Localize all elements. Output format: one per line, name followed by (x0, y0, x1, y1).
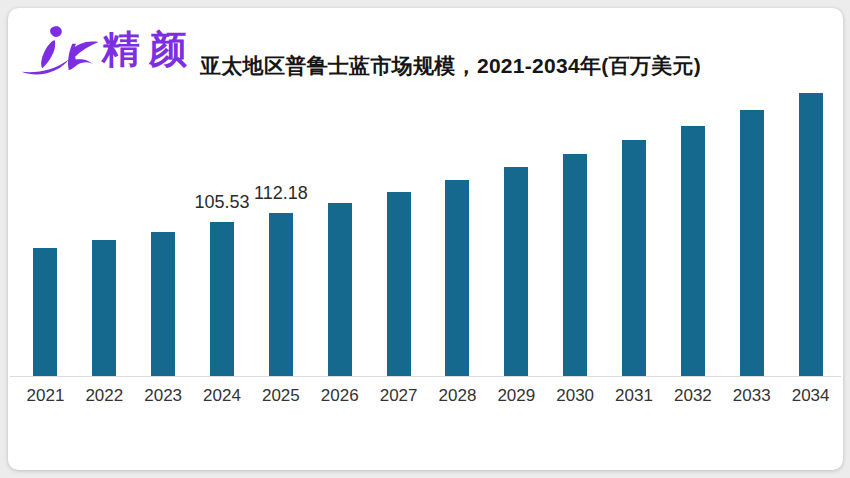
x-axis-label: 2033 (722, 386, 781, 406)
x-axis-label: 2032 (663, 386, 722, 406)
x-axis-label: 2025 (251, 386, 310, 406)
x-axis-label: 2024 (193, 386, 252, 406)
bar-column-2028 (428, 88, 487, 376)
bar (33, 248, 57, 376)
x-axis: 2021202220232024202520262027202820292030… (16, 386, 840, 406)
bar-column-2022 (75, 88, 134, 376)
bar-column-2025: 112.18 (251, 88, 310, 376)
brand-logo: 精颜 (18, 20, 196, 78)
bar (504, 167, 528, 376)
bar-column-2024: 105.53 (193, 88, 252, 376)
bar-column-2030 (546, 88, 605, 376)
x-axis-label: 2026 (310, 386, 369, 406)
x-axis-label: 2028 (428, 386, 487, 406)
bar-value-label: 105.53 (194, 192, 249, 213)
bar (92, 240, 116, 376)
bar (799, 93, 823, 376)
bar-column-2032 (663, 88, 722, 376)
jc-figure-swoosh-icon (18, 20, 102, 78)
bar-column-2027 (369, 88, 428, 376)
x-axis-label: 2034 (781, 386, 840, 406)
x-axis-label: 2021 (16, 386, 75, 406)
bar (445, 180, 469, 376)
bar (622, 140, 646, 376)
bar (563, 154, 587, 376)
x-axis-label: 2023 (134, 386, 193, 406)
x-axis-label: 2022 (75, 386, 134, 406)
bar-column-2023 (134, 88, 193, 376)
bar (387, 192, 411, 376)
bar (210, 222, 234, 376)
bar-column-2033 (722, 88, 781, 376)
x-axis-label: 2027 (369, 386, 428, 406)
bar-column-2034 (781, 88, 840, 376)
chart-title: 亚太地区普鲁士蓝市场规模，2021-2034年(百万美元) (200, 52, 701, 80)
brand-logo-text: 精颜 (102, 30, 196, 68)
bar-value-label: 112.18 (254, 183, 308, 204)
bar (328, 203, 352, 376)
x-axis-label: 2029 (487, 386, 546, 406)
chart-card: 精颜 亚太地区普鲁士蓝市场规模，2021-2034年(百万美元) 105.531… (8, 8, 843, 470)
bar (740, 110, 764, 376)
plot-area: 105.53112.18 (16, 88, 840, 376)
bar-column-2026 (310, 88, 369, 376)
bar (681, 126, 705, 376)
bar-column-2031 (605, 88, 664, 376)
x-axis-label: 2031 (605, 386, 664, 406)
x-axis-line (10, 376, 841, 377)
bar (151, 232, 175, 376)
bar-column-2029 (487, 88, 546, 376)
bar (269, 213, 293, 376)
bar-column-2021 (16, 88, 75, 376)
x-axis-label: 2030 (546, 386, 605, 406)
